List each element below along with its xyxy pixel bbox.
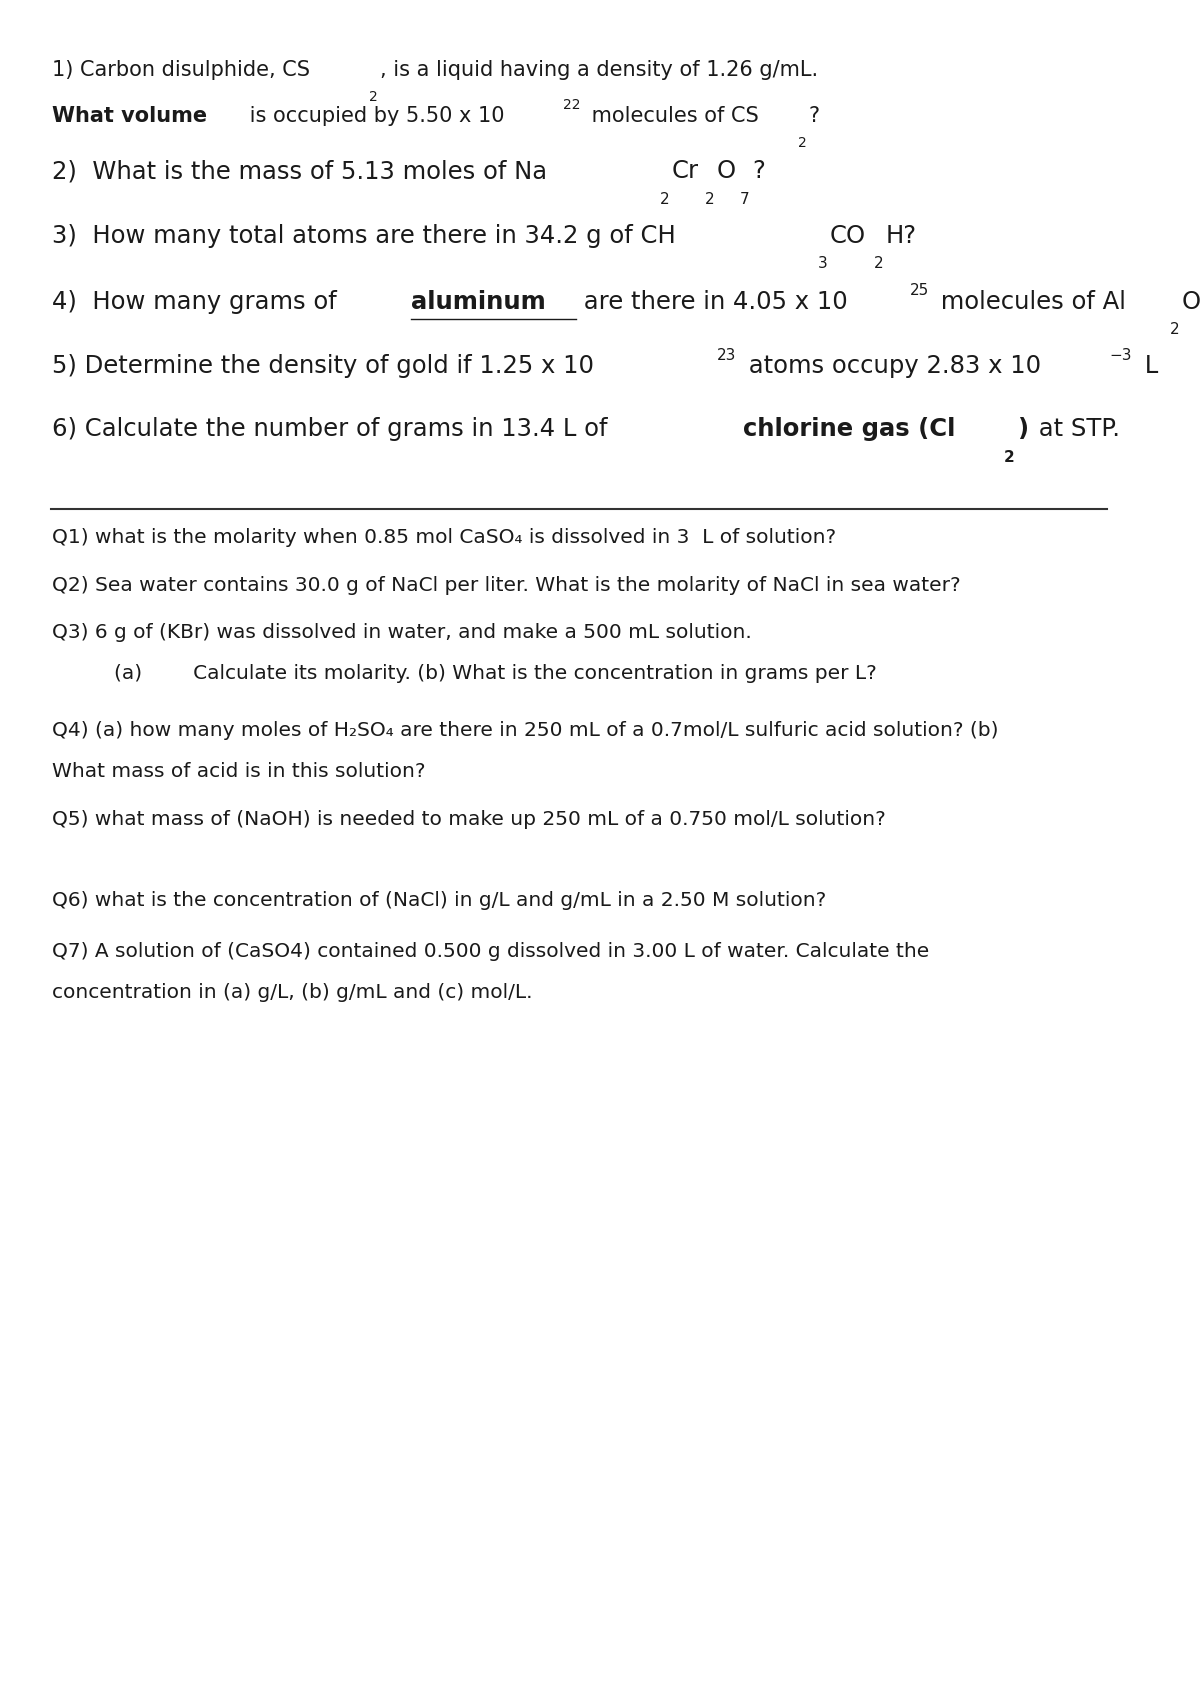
Text: 3)  How many total atoms are there in 34.2 g of CH: 3) How many total atoms are there in 34.… — [53, 224, 676, 248]
Text: Cr: Cr — [672, 160, 698, 183]
Text: O: O — [716, 160, 736, 183]
Text: Q6) what is the concentration of (NaCl) in g/L and g/mL in a 2.50 M solution?: Q6) what is the concentration of (NaCl) … — [53, 891, 827, 910]
Text: 2: 2 — [1003, 450, 1014, 465]
Text: aluminum: aluminum — [412, 290, 546, 314]
Text: Q5) what mass of (NaOH) is needed to make up 250 mL of a 0.750 mol/L solution?: Q5) what mass of (NaOH) is needed to mak… — [53, 809, 886, 828]
Text: What mass of acid is in this solution?: What mass of acid is in this solution? — [53, 762, 426, 781]
Text: −3: −3 — [1109, 348, 1132, 363]
Text: 1) Carbon disulphide, CS: 1) Carbon disulphide, CS — [53, 61, 311, 80]
Text: are there in 4.05 x 10: are there in 4.05 x 10 — [576, 290, 848, 314]
Text: 2: 2 — [1170, 322, 1180, 338]
Text: ?: ? — [809, 107, 820, 126]
Text: H?: H? — [886, 224, 917, 248]
Text: (a)        Calculate its molarity. (b) What is the concentration in grams per L?: (a) Calculate its molarity. (b) What is … — [114, 664, 877, 682]
Text: chlorine gas (Cl: chlorine gas (Cl — [743, 417, 955, 441]
Text: 2: 2 — [874, 256, 883, 272]
Text: Q3) 6 g of (KBr) was dissolved in water, and make a 500 mL solution.: Q3) 6 g of (KBr) was dissolved in water,… — [53, 623, 752, 641]
Text: CO: CO — [829, 224, 865, 248]
Text: Q7) A solution of (CaSO4) contained 0.500 g dissolved in 3.00 L of water. Calcul: Q7) A solution of (CaSO4) contained 0.50… — [53, 942, 930, 961]
Text: at STP.: at STP. — [1031, 417, 1120, 441]
Text: 23: 23 — [718, 348, 737, 363]
Text: 2)  What is the mass of 5.13 moles of Na: 2) What is the mass of 5.13 moles of Na — [53, 160, 547, 183]
Text: 22: 22 — [563, 98, 581, 112]
Text: L: L — [1136, 355, 1158, 378]
Text: ?: ? — [752, 160, 764, 183]
Text: 4)  How many grams of: 4) How many grams of — [53, 290, 344, 314]
Text: concentration in (a) g/L, (b) g/mL and (c) mol/L.: concentration in (a) g/L, (b) g/mL and (… — [53, 983, 533, 1001]
Text: molecules of Al: molecules of Al — [934, 290, 1127, 314]
Text: is occupied by 5.50 x 10: is occupied by 5.50 x 10 — [242, 107, 504, 126]
Text: Q1) what is the molarity when 0.85 mol CaSO₄ is dissolved in 3  L of solution?: Q1) what is the molarity when 0.85 mol C… — [53, 528, 836, 546]
Text: O: O — [1182, 290, 1200, 314]
Text: ): ) — [1016, 417, 1028, 441]
Text: 6) Calculate the number of grams in 13.4 L of: 6) Calculate the number of grams in 13.4… — [53, 417, 616, 441]
Text: 2: 2 — [368, 90, 378, 104]
Text: 2: 2 — [660, 192, 670, 207]
Text: molecules of CS: molecules of CS — [584, 107, 758, 126]
Text: 7: 7 — [740, 192, 750, 207]
Text: 3: 3 — [817, 256, 827, 272]
Text: 5) Determine the density of gold if 1.25 x 10: 5) Determine the density of gold if 1.25… — [53, 355, 594, 378]
Text: What volume: What volume — [53, 107, 208, 126]
Text: 2: 2 — [798, 136, 806, 149]
Text: 25: 25 — [910, 283, 929, 299]
Text: , is a liquid having a density of 1.26 g/mL.: , is a liquid having a density of 1.26 g… — [379, 61, 817, 80]
Text: Q4) (a) how many moles of H₂SO₄ are there in 250 mL of a 0.7mol/L sulfuric acid : Q4) (a) how many moles of H₂SO₄ are ther… — [53, 721, 998, 740]
Text: atoms occupy 2.83 x 10: atoms occupy 2.83 x 10 — [740, 355, 1042, 378]
Text: Q2) Sea water contains 30.0 g of NaCl per liter. What is the molarity of NaCl in: Q2) Sea water contains 30.0 g of NaCl pe… — [53, 575, 961, 594]
Text: 2: 2 — [704, 192, 714, 207]
